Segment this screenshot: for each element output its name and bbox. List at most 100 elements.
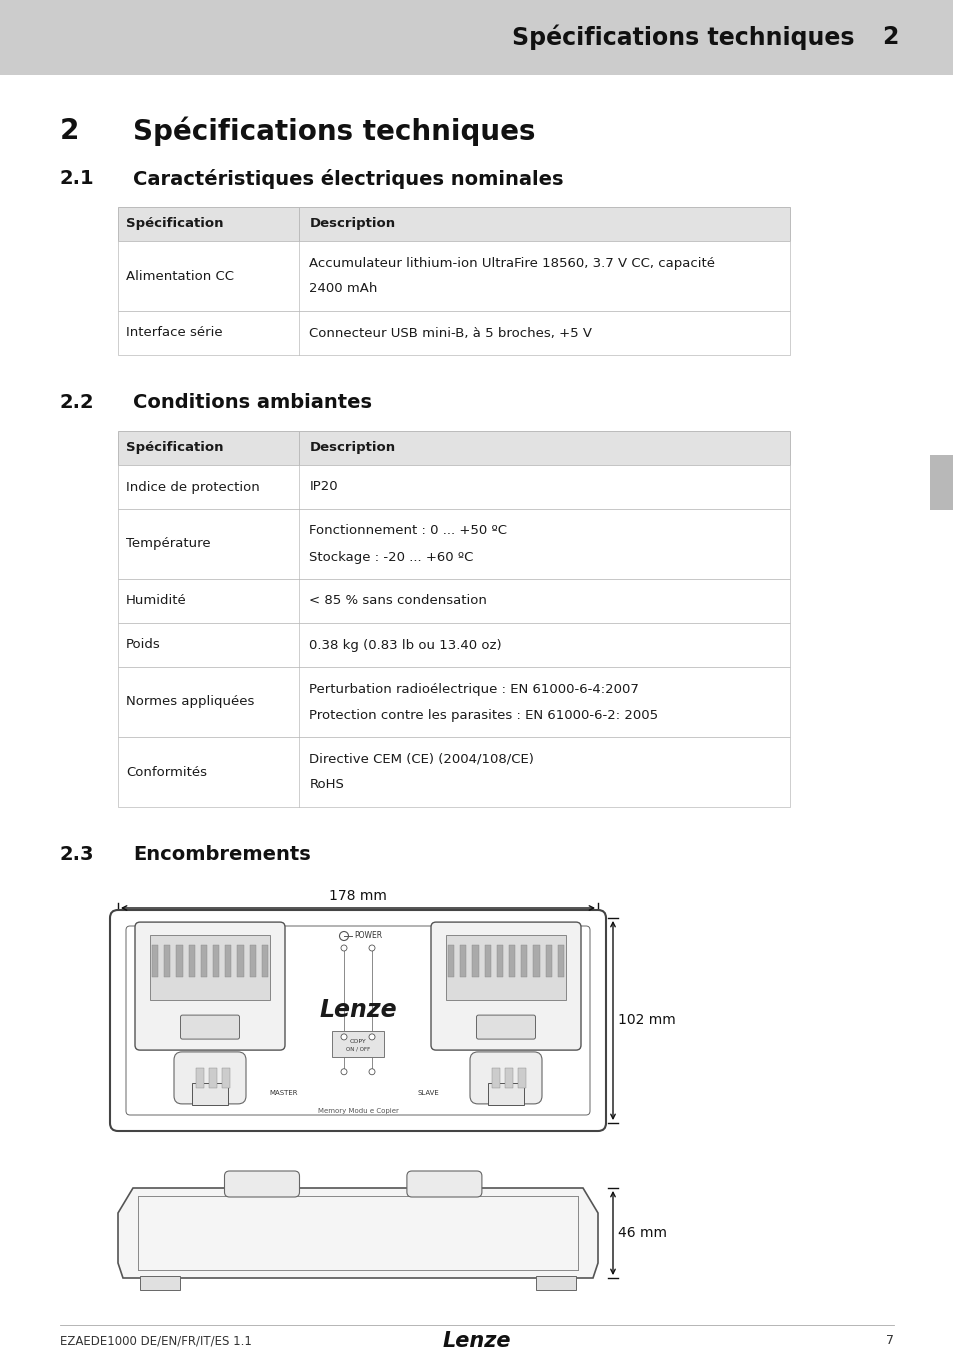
Text: Perturbation radioélectrique : EN 61000-6-4:2007: Perturbation radioélectrique : EN 61000-… bbox=[309, 683, 639, 695]
Text: Lenze: Lenze bbox=[442, 1332, 511, 1351]
Circle shape bbox=[369, 945, 375, 951]
Bar bbox=[446, 935, 565, 1000]
FancyBboxPatch shape bbox=[173, 1052, 246, 1104]
Bar bbox=[176, 945, 182, 977]
Text: Spécifications techniques: Spécifications techniques bbox=[512, 25, 854, 50]
Text: Memory Modu e Copier: Memory Modu e Copier bbox=[317, 1108, 398, 1114]
FancyBboxPatch shape bbox=[224, 1171, 299, 1197]
Bar bbox=[192, 1084, 228, 1105]
Text: Spécification: Spécification bbox=[126, 442, 223, 454]
Bar bbox=[533, 945, 539, 977]
Bar bbox=[484, 945, 490, 977]
Text: Fonctionnement : 0 ... +50 ºC: Fonctionnement : 0 ... +50 ºC bbox=[309, 525, 507, 537]
Text: Poids: Poids bbox=[126, 638, 161, 652]
Text: Protection contre les parasites : EN 61000-6-2: 2005: Protection contre les parasites : EN 610… bbox=[309, 709, 658, 721]
Text: 2.3: 2.3 bbox=[60, 845, 94, 864]
Text: Interface série: Interface série bbox=[126, 327, 222, 339]
Bar bbox=[118, 241, 789, 311]
Text: Lenze: Lenze bbox=[319, 998, 396, 1022]
Bar bbox=[213, 945, 219, 977]
Text: Description: Description bbox=[309, 442, 395, 454]
Bar bbox=[332, 1032, 384, 1058]
Bar bbox=[225, 945, 232, 977]
Text: MASTER: MASTER bbox=[269, 1090, 297, 1096]
Text: Conformités: Conformités bbox=[126, 766, 207, 778]
Circle shape bbox=[369, 1035, 375, 1040]
Bar bbox=[472, 945, 478, 977]
Bar bbox=[509, 945, 515, 977]
Text: COPY: COPY bbox=[349, 1039, 366, 1044]
Text: Caractéristiques électriques nominales: Caractéristiques électriques nominales bbox=[132, 169, 563, 189]
Bar bbox=[118, 207, 789, 241]
Bar bbox=[262, 945, 268, 977]
Bar bbox=[209, 1067, 216, 1088]
Bar bbox=[0, 0, 953, 75]
Text: EZAEDE1000 DE/EN/FR/IT/ES 1.1: EZAEDE1000 DE/EN/FR/IT/ES 1.1 bbox=[60, 1334, 252, 1348]
Text: Indice de protection: Indice de protection bbox=[126, 481, 259, 493]
Text: 2.2: 2.2 bbox=[60, 393, 94, 412]
Bar bbox=[164, 945, 171, 977]
Bar bbox=[118, 311, 789, 354]
Bar bbox=[488, 1084, 523, 1105]
Text: Spécifications techniques: Spécifications techniques bbox=[132, 117, 535, 146]
Bar bbox=[189, 945, 194, 977]
FancyBboxPatch shape bbox=[476, 1015, 535, 1039]
Text: Connecteur USB mini-B, à 5 broches, +5 V: Connecteur USB mini-B, à 5 broches, +5 V bbox=[309, 327, 592, 339]
Bar bbox=[520, 945, 527, 977]
FancyBboxPatch shape bbox=[180, 1015, 239, 1039]
Bar bbox=[118, 667, 789, 737]
Bar bbox=[448, 945, 454, 977]
Bar bbox=[504, 1067, 513, 1088]
Text: SLAVE: SLAVE bbox=[417, 1090, 439, 1096]
Circle shape bbox=[340, 1035, 347, 1040]
Bar bbox=[517, 1067, 525, 1088]
FancyBboxPatch shape bbox=[407, 1171, 481, 1197]
Text: POWER: POWER bbox=[354, 931, 382, 940]
Bar bbox=[118, 579, 789, 623]
Text: 2: 2 bbox=[882, 26, 898, 49]
Text: 2.1: 2.1 bbox=[60, 169, 94, 188]
Bar bbox=[545, 945, 551, 977]
FancyBboxPatch shape bbox=[110, 910, 605, 1131]
Text: 178 mm: 178 mm bbox=[329, 889, 387, 904]
Bar bbox=[929, 455, 953, 510]
Bar bbox=[140, 1276, 180, 1289]
Text: 0.38 kg (0.83 lb ou 13.40 oz): 0.38 kg (0.83 lb ou 13.40 oz) bbox=[309, 638, 501, 652]
Text: 46 mm: 46 mm bbox=[618, 1225, 666, 1240]
Text: Conditions ambiantes: Conditions ambiantes bbox=[132, 393, 372, 412]
Text: Accumulateur lithium-ion UltraFire 18560, 3.7 V CC, capacité: Accumulateur lithium-ion UltraFire 18560… bbox=[309, 256, 715, 270]
Circle shape bbox=[369, 1069, 375, 1075]
Bar bbox=[492, 1067, 499, 1088]
Bar bbox=[459, 945, 466, 977]
Circle shape bbox=[340, 945, 347, 951]
Text: Normes appliquées: Normes appliquées bbox=[126, 695, 254, 709]
Bar bbox=[118, 623, 789, 667]
Text: Description: Description bbox=[309, 218, 395, 230]
Text: Stockage : -20 ... +60 ºC: Stockage : -20 ... +60 ºC bbox=[309, 551, 474, 563]
Text: Spécification: Spécification bbox=[126, 218, 223, 230]
Text: Directive CEM (CE) (2004/108/CE): Directive CEM (CE) (2004/108/CE) bbox=[309, 752, 534, 766]
Bar bbox=[150, 935, 270, 1000]
Bar bbox=[558, 945, 563, 977]
Bar bbox=[536, 1276, 576, 1289]
Text: 102 mm: 102 mm bbox=[618, 1014, 675, 1028]
FancyBboxPatch shape bbox=[431, 923, 580, 1050]
Text: Encombrements: Encombrements bbox=[132, 845, 311, 864]
Bar bbox=[237, 945, 243, 977]
Bar bbox=[195, 1067, 204, 1088]
Bar bbox=[497, 945, 502, 977]
Text: 2: 2 bbox=[60, 117, 79, 144]
Text: ON / OFF: ON / OFF bbox=[346, 1047, 370, 1052]
Bar bbox=[118, 431, 789, 465]
Text: Humidité: Humidité bbox=[126, 594, 187, 608]
Text: < 85 % sans condensation: < 85 % sans condensation bbox=[309, 594, 487, 608]
Circle shape bbox=[340, 1069, 347, 1075]
Text: Alimentation CC: Alimentation CC bbox=[126, 270, 233, 282]
FancyBboxPatch shape bbox=[135, 923, 285, 1050]
Bar bbox=[118, 465, 789, 508]
Bar bbox=[152, 945, 158, 977]
Text: Température: Température bbox=[126, 537, 211, 551]
Bar bbox=[222, 1067, 230, 1088]
Bar bbox=[250, 945, 255, 977]
Bar bbox=[201, 945, 207, 977]
